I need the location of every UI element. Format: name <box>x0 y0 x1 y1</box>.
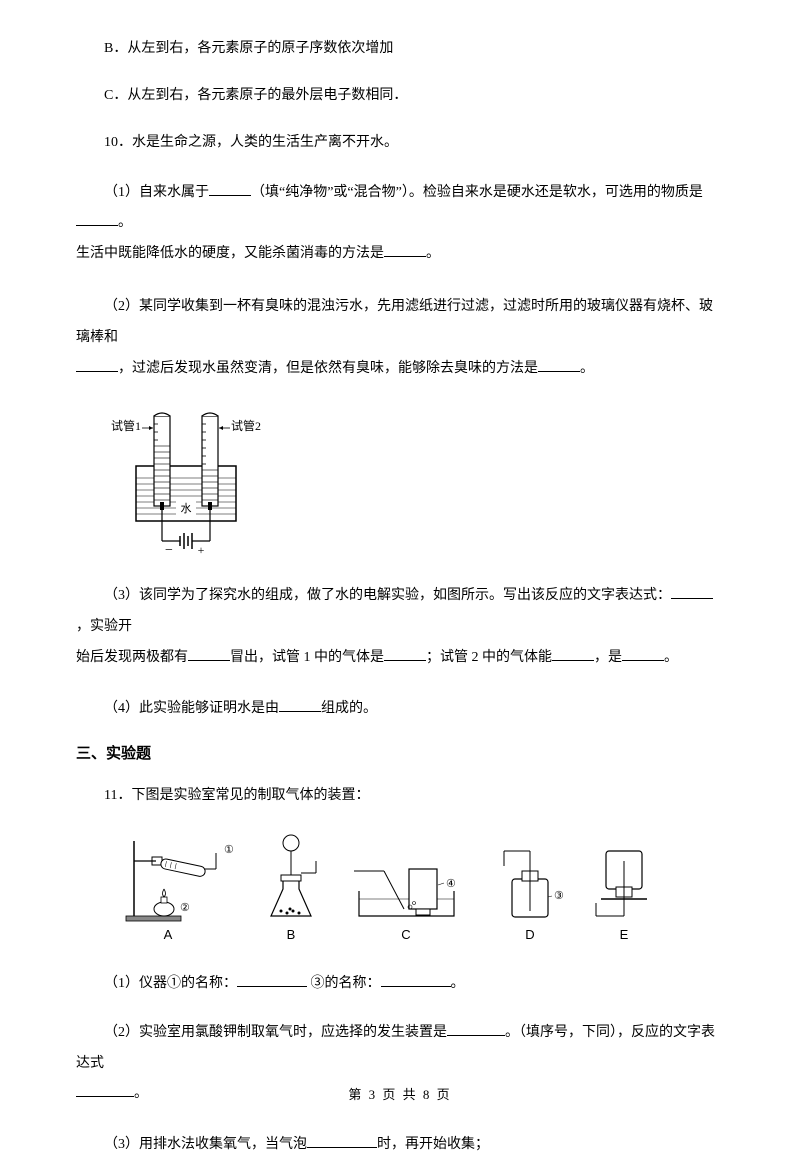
option-c: C．从左到右，各元素原子的最外层电子数相同． <box>76 83 724 108</box>
svg-text:B: B <box>287 927 296 942</box>
blank <box>279 698 321 712</box>
svg-text:①: ① <box>224 844 234 856</box>
page-footer: 第 3 页 共 8 页 <box>0 1085 800 1105</box>
blank <box>622 647 664 661</box>
blank <box>307 1134 377 1148</box>
text: ，过滤后发现水虽然变清，但是依然有臭味，能够除去臭味的方法是 <box>118 361 538 376</box>
plus-label: + <box>198 543 205 556</box>
blank <box>76 358 118 372</box>
blank <box>381 973 451 987</box>
text: 始后发现两极都有 <box>76 650 188 665</box>
svg-text:D: D <box>525 927 534 942</box>
text: （3）该同学为了探究水的组成，做了水的电解实验，如图所示。写出该反应的文字表达式… <box>104 588 671 603</box>
blank <box>237 973 307 987</box>
text: （2）实验室用氯酸钾制取氧气时，应选择的发生装置是 <box>104 1025 447 1040</box>
svg-text:A: A <box>164 927 173 942</box>
text: ；试管 2 中的气体能 <box>426 650 552 665</box>
text: ，是 <box>594 650 622 665</box>
apparatus-figure: ① ② A B <box>116 831 724 953</box>
tube1-label: 试管1 <box>111 418 141 433</box>
q11-part3: （3）用排水法收集氧气，当气泡 时，再开始收集； <box>76 1132 724 1157</box>
text: 冒出，试管 1 中的气体是 <box>230 650 384 665</box>
text: 时，再开始收集； <box>377 1137 489 1152</box>
q11-stem: 11．下图是实验室常见的制取气体的装置： <box>76 783 724 808</box>
blank <box>671 585 713 599</box>
blank <box>209 182 251 196</box>
tube2-label: 试管2 <box>231 418 261 433</box>
text: （填“纯净物”或“混合物”）。检验自来水是硬水还是软水，可选用的物质是 <box>251 185 703 200</box>
option-b: B．从左到右，各元素原子的原子序数依次增加 <box>76 36 724 61</box>
text: 。 <box>118 215 132 230</box>
q10-part2: （2）某同学收集到一杯有臭味的混浊污水，先用滤纸进行过滤，过滤时所用的玻璃仪器有… <box>76 292 724 384</box>
section-3-heading: 三、实验题 <box>76 743 724 766</box>
q10-part1: （1）自来水属于 （填“纯净物”或“混合物”）。检验自来水是硬水还是软水，可选用的… <box>76 178 724 270</box>
text: 。 <box>664 650 678 665</box>
water-label: 水 <box>181 502 192 515</box>
blank <box>188 647 230 661</box>
text: 生活中既能降低水的硬度，又能杀菌消毒的方法是 <box>76 246 384 261</box>
text: （2）某同学收集到一杯有臭味的混浊污水，先用滤纸进行过滤，过滤时所用的玻璃仪器有… <box>76 299 713 345</box>
blank <box>552 647 594 661</box>
electrolysis-figure: 水 <box>106 406 724 563</box>
text: （3）用排水法收集氧气，当气泡 <box>104 1137 307 1152</box>
text: （4）此实验能够证明水是由 <box>104 701 279 716</box>
svg-text:④: ④ <box>446 878 456 890</box>
blank <box>76 212 118 226</box>
blank <box>447 1022 505 1036</box>
svg-text:②: ② <box>180 902 190 914</box>
blank <box>538 358 580 372</box>
blank <box>384 243 426 257</box>
svg-text:E: E <box>620 927 629 942</box>
text: 。 <box>426 246 440 261</box>
svg-text:C: C <box>401 927 410 942</box>
blank <box>384 647 426 661</box>
minus-label: − <box>165 543 173 556</box>
q10-part3: （3）该同学为了探究水的组成，做了水的电解实验，如图所示。写出该反应的文字表达式… <box>76 581 724 673</box>
text: （1）自来水属于 <box>104 185 209 200</box>
text: （1）仪器①的名称： <box>104 976 237 991</box>
q11-part1: （1）仪器①的名称： ③的名称： 。 <box>76 971 724 996</box>
svg-text:③: ③ <box>554 890 564 902</box>
text: 。 <box>580 361 594 376</box>
q10-part4: （4）此实验能够证明水是由 组成的。 <box>76 696 724 721</box>
text: ，实验开 <box>76 619 132 634</box>
q10-stem: 10．水是生命之源，人类的生活生产离不开水。 <box>76 130 724 155</box>
text: ③的名称： <box>311 976 381 991</box>
text: 。 <box>451 976 465 991</box>
text: 组成的。 <box>321 701 377 716</box>
